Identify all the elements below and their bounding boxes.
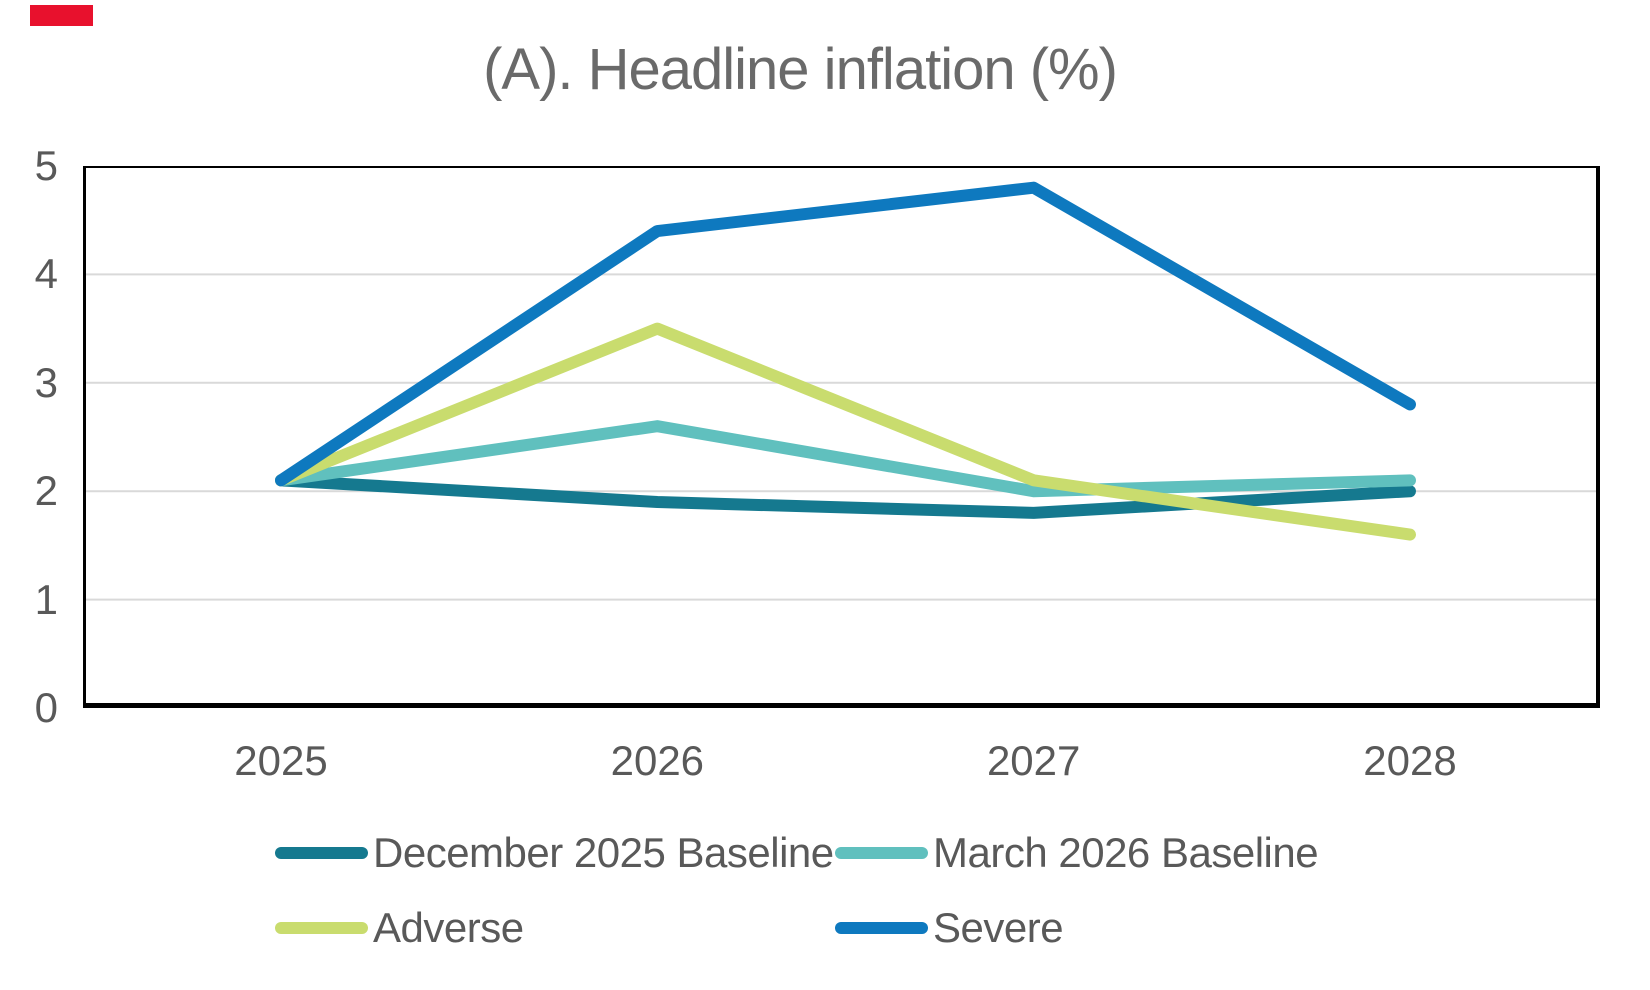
legend-swatch-severe [835,922,928,934]
legend-item-december-2025-baseline: December 2025 Baseline [275,829,834,876]
y-axis-tick-label: 0 [34,684,58,731]
y-axis-tick-label: 5 [34,142,58,189]
x-axis-tick-label: 2025 [234,737,328,784]
legend-swatch-december-2025-baseline [275,847,368,859]
legend-swatch-march-2026-baseline [835,847,928,859]
x-axis-tick-label: 2026 [610,737,705,784]
legend-swatch-adverse [275,922,368,934]
series-line-march-2026-baseline [275,420,1416,498]
chart-title: (A). Headline inflation (%) [483,37,1118,102]
y-axis-tick-label: 3 [34,358,58,406]
y-axis-tick-label: 2 [34,467,58,515]
series-line-severe [275,181,1416,487]
legend-item-march-2026-baseline: March 2026 Baseline [835,829,1319,876]
legend-item-severe: Severe [835,904,1064,951]
y-axis-tick-label: 4 [34,250,58,298]
x-axis-tick-label: 2027 [986,737,1081,784]
red-corner-mark [30,5,93,26]
y-axis-tick-label: 1 [34,575,58,623]
x-axis-tick-label: 2028 [1363,737,1457,784]
series-line-adverse [275,322,1416,541]
legend-label: December 2025 Baseline [373,829,834,876]
legend-label: Adverse [373,904,524,951]
legend-label: March 2026 Baseline [933,829,1319,876]
legend-item-adverse: Adverse [275,904,524,951]
legend-label: Severe [933,904,1064,951]
